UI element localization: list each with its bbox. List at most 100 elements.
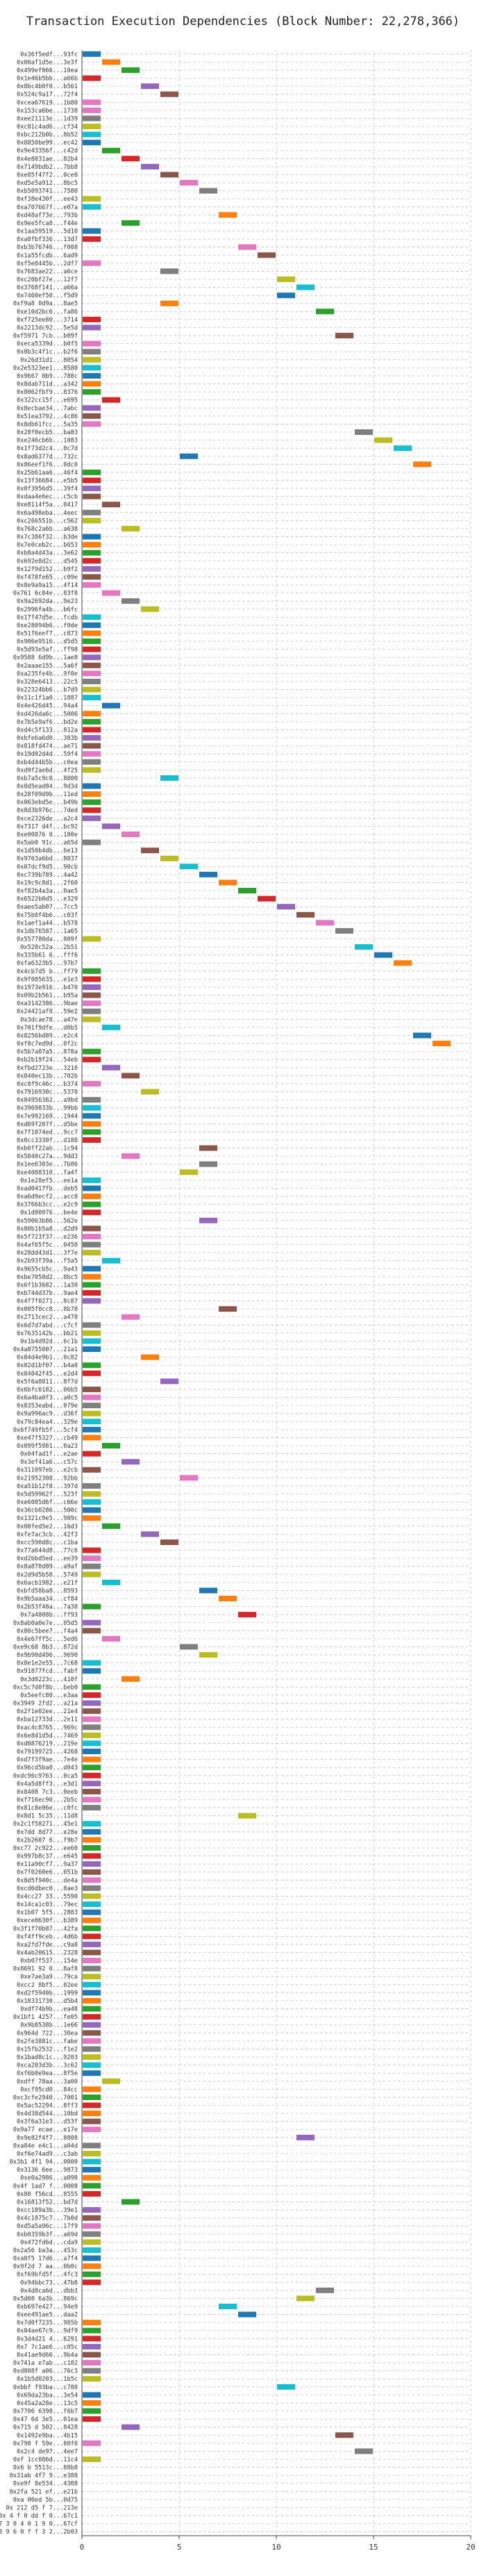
task-bar: [83, 2070, 101, 2077]
task-bar: [83, 2215, 101, 2221]
y-tick-label: 0xb2b19f24...54eb: [17, 1057, 78, 1064]
task-bar: [277, 2384, 295, 2390]
y-tick-label: 0x7a4808b...ff93: [20, 1612, 78, 1619]
task-bar: [160, 1378, 178, 1385]
task-bar: [83, 1805, 101, 1811]
y-tick-label: 0x19d02d4d...59f4: [17, 751, 78, 758]
task-bar: [83, 140, 101, 146]
task-bar: [238, 1612, 256, 1618]
y-tick-label: 0x7317 d4f...bc92: [17, 823, 78, 830]
task-bar: [83, 1877, 101, 1883]
y-tick-label: 0xe85f47f2...0ce0: [17, 172, 78, 179]
y-tick-label: 0x9b8538b...1e66: [20, 2022, 78, 2029]
y-tick-label: 0x4e426d45...94a4: [17, 703, 78, 710]
y-tick-label: 0x7f0260e6...051b: [17, 1869, 78, 1876]
y-tick-label: 0xf6e74ad9...c3ab: [17, 2151, 78, 2158]
y-tick-label: 0x768c2a6b...a638: [17, 526, 78, 533]
task-bar: [102, 147, 120, 154]
task-bar: [83, 654, 101, 661]
task-bar: [83, 735, 101, 741]
task-bar: [102, 2078, 120, 2084]
task-bar: [219, 1306, 237, 1312]
task-bar: [83, 1419, 101, 1425]
task-bar: [83, 534, 101, 540]
y-axis-labels: 0x36f5edf...93fc0x00af1d5e...3e3f0x499ef…: [0, 51, 78, 2536]
y-tick-label: 0x51ea3792...4c86: [17, 413, 78, 420]
task-bar: [83, 1756, 101, 1762]
y-tick-label: 0x7b5e9af6...bd2e: [17, 719, 78, 726]
y-tick-label: 0x9a77 ecae...e17e: [13, 2127, 78, 2133]
task-bar: [83, 1563, 101, 1569]
y-tick-label: 0xc5c7d0f8b...beb0: [13, 1684, 78, 1691]
task-bar: [83, 1965, 101, 1972]
y-tick-label: 0x2b93f39a...f5a5: [17, 1258, 78, 1265]
task-bar: [83, 1684, 101, 1690]
task-bar: [238, 1813, 256, 1819]
y-tick-label: 0x0f3956d5...39f4: [17, 486, 78, 493]
y-tick-label: 0xcea67619...1b80: [17, 99, 78, 106]
y-tick-label: 0x6f749fb5f...5cf4: [13, 1427, 78, 1434]
task-bar: [83, 2456, 101, 2462]
y-tick-label: 0x2c4 de97...4ee7: [17, 2448, 78, 2455]
y-tick-label: 0x1bf1 4257...fe05: [13, 2014, 78, 2021]
task-bar: [83, 2127, 101, 2133]
y-tick-label: 0xb744d37b...9ae4: [17, 1290, 78, 1297]
y-tick-label: 0x25b61aa6...46f4: [17, 470, 78, 477]
task-bar: [83, 1603, 101, 1610]
task-bar: [83, 968, 101, 974]
y-tick-label: 0x2213dc92...5e5d: [17, 324, 78, 331]
y-tick-label: 0x3d4d21 4...6291: [17, 2336, 78, 2343]
y-tick-label: 0x5840c27a...9dd3: [17, 1153, 78, 1160]
task-bar: [83, 2014, 101, 2020]
task-bar: [83, 2183, 101, 2189]
y-tick-label: 0xd7f3f9ae...7e4e: [17, 1757, 78, 1764]
y-tick-label: 0x6bfc6182...06b5: [17, 1387, 78, 1394]
task-bar: [83, 565, 101, 572]
task-bar: [83, 1893, 101, 1899]
task-bar: [83, 1105, 101, 1111]
task-bar: [199, 1652, 217, 1658]
y-tick-label: 0xbfd58ba8...8593: [17, 1587, 78, 1594]
y-tick-label: 0xf5971 7cb...b09f: [13, 333, 78, 340]
y-tick-label: 0x9a996ac9...d36f: [17, 1411, 78, 1418]
task-bar: [83, 2102, 101, 2108]
task-bar: [122, 1459, 140, 1465]
y-tick-label: 0xb8a4d43a...3e62: [17, 550, 78, 557]
y-tick-label: 0x692e8d2c...d545: [17, 558, 78, 565]
task-bar: [83, 2054, 101, 2061]
task-bar: [238, 888, 256, 894]
y-tick-label: 0x063ebd5e...b49b: [17, 800, 78, 807]
task-bar: [374, 952, 392, 958]
task-bar: [83, 2086, 101, 2092]
y-tick-label: 0x3136 6ee...9873: [17, 2167, 78, 2174]
y-tick-label: 0x02d1bf07...b4a0: [17, 1362, 78, 1369]
task-bar: [83, 1668, 101, 1674]
task-bar: [83, 1435, 101, 1441]
task-bar: [83, 1000, 101, 1007]
bar-layer: [83, 51, 451, 2462]
task-bar: [83, 1933, 101, 1940]
y-tick-label: 0x4f7f0271...8c87: [17, 1298, 78, 1305]
y-tick-label: 0x2713cec2...a470: [17, 1314, 78, 1321]
y-tick-label: 0xc20bf27e...12f7: [17, 276, 78, 283]
y-tick-label: 0xd808f a06...76c3: [13, 2368, 78, 2375]
y-tick-label: 0x499ef066...10ea: [17, 67, 78, 74]
task-bar: [180, 864, 198, 870]
task-bar: [83, 115, 101, 122]
y-tick-label: 0x8d3b976c...7ded: [17, 807, 78, 814]
task-bar: [122, 1153, 140, 1159]
y-tick-label: 0x41ae9d66...9b4a: [17, 2352, 78, 2359]
task-bar: [83, 1185, 101, 1191]
task-bar: [83, 1828, 101, 1835]
task-bar: [83, 1507, 101, 1513]
y-tick-label: 0x2b2607 6...f9b7: [17, 1837, 78, 1844]
y-tick-label: 0x36cb0286...500c: [17, 1508, 78, 1514]
y-tick-label: 0x1ee6303e...7b86: [17, 1162, 78, 1169]
y-tick-label: 0x335b61 6...fff6: [17, 952, 78, 959]
task-bar: [83, 2006, 101, 2012]
y-tick-label: 0x1b4d92d...6c1b: [20, 1338, 78, 1345]
y-tick-label: 0x84d4e9b1...0c82: [17, 1355, 78, 1362]
y-tick-label: 0x840ec13b...702b: [17, 1073, 78, 1080]
y-tick-label: 0xf38e430f...ee43: [17, 196, 78, 203]
